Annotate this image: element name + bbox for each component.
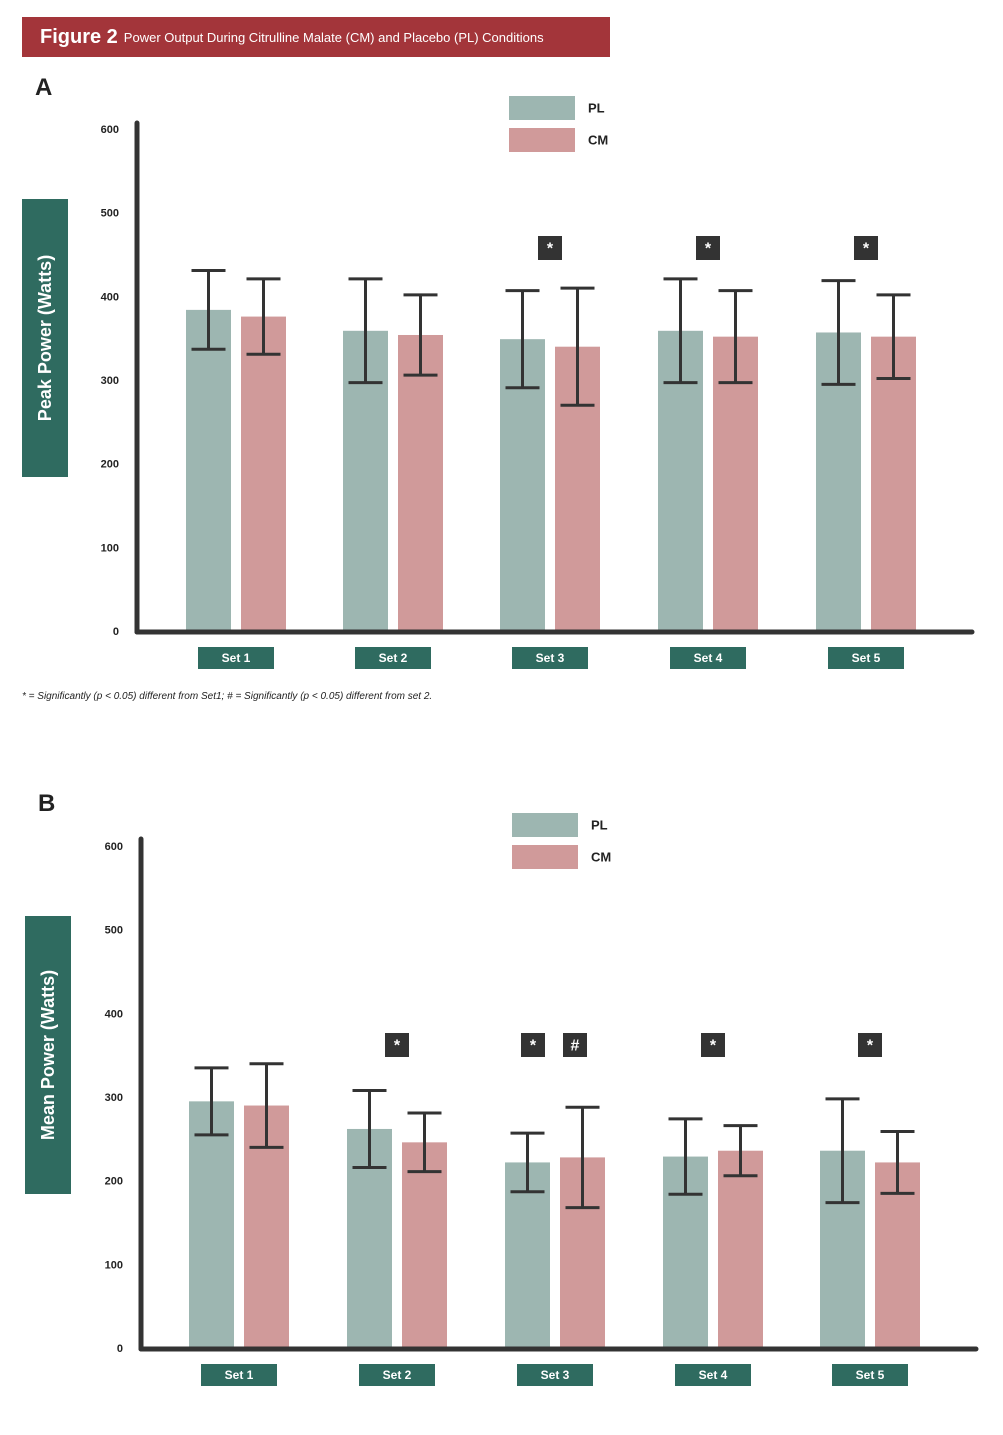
panel-letter: A [35,74,52,101]
x-tick-label: Set 5 [856,1368,885,1382]
y-tick-label: 300 [105,1092,123,1104]
x-tick-label: Set 5 [852,651,881,665]
significance-box [854,236,878,260]
figure-caption: Power Output During Citrulline Malate (C… [123,29,544,45]
x-tick-label: Set 1 [225,1368,254,1382]
x-tick-label: Set 4 [699,1368,728,1382]
figure-header: Figure 2 Power Output During Citrulline … [22,17,610,57]
bar-cm [241,316,286,632]
y-tick-label: 200 [101,459,119,471]
y-axis-label-box [22,199,68,477]
chart-panel-a: A Peak Power (Watts) 0 100 200 300 400 500 600 PL… [22,74,975,669]
bar-pl [189,1101,234,1349]
category-label-box [517,1364,593,1386]
bar-pl [186,309,231,632]
category-label-box [201,1364,277,1386]
y-tick-label: 600 [105,841,123,853]
panel-letter: B [38,790,55,817]
significance-box [858,1033,882,1057]
bar-cm [713,336,758,632]
significance-mark: * [863,241,870,258]
significance-box [701,1033,725,1057]
category-label-box [670,647,746,669]
bar-pl [505,1162,550,1349]
bar-cm [871,336,916,632]
bar-cm [718,1150,763,1349]
y-tick-label: 400 [105,1008,123,1020]
significance-mark: * [867,1038,874,1055]
y-tick-label: 400 [101,291,119,303]
significance-box [521,1033,545,1057]
y-tick-label: 100 [101,542,119,554]
x-tick-label: Set 3 [541,1368,570,1382]
significance-box [563,1033,587,1057]
significance-mark: * [530,1038,537,1055]
legend-swatch-cm [512,845,578,869]
significance-mark: # [571,1038,580,1055]
x-tick-label: Set 1 [222,651,251,665]
x-tick-label: Set 2 [383,1368,412,1382]
category-label-box [359,1364,435,1386]
legend-swatch-cm [509,128,575,152]
significance-mark: * [710,1038,717,1055]
bar-cm [402,1142,447,1349]
y-axis-label-box [25,916,71,1194]
y-tick-label: 100 [105,1259,123,1271]
y-tick-label: 0 [113,626,119,638]
y-tick-label: 500 [105,925,123,937]
category-label-box [512,647,588,669]
legend-label-cm: CM [591,850,611,865]
footnote: * = Significantly (p < 0.05) different f… [22,691,433,702]
category-label-box [355,647,431,669]
significance-box [538,236,562,260]
legend-swatch-pl [509,96,575,120]
legend-label-pl: PL [588,101,605,116]
figure-label: Figure 2 [40,25,118,48]
x-tick-label: Set 2 [379,651,408,665]
y-tick-label: 200 [105,1176,123,1188]
significance-mark: * [705,241,712,258]
significance-box [385,1033,409,1057]
significance-box [696,236,720,260]
y-axis-title: Mean Power (Watts) [38,970,58,1140]
legend-swatch-pl [512,813,578,837]
category-label-box [675,1364,751,1386]
category-label-box [828,647,904,669]
chart-panel-b: B Mean Power (Watts) 0 100 200 300 400 500 600 PL… [25,790,979,1386]
y-tick-label: 300 [101,375,119,387]
legend-label-cm: CM [588,133,608,148]
bar-cm [398,334,443,632]
y-tick-label: 0 [117,1343,123,1355]
category-label-box [832,1364,908,1386]
y-tick-label: 600 [101,124,119,136]
x-tick-label: Set 3 [536,651,565,665]
x-tick-label: Set 4 [694,651,723,665]
legend-label-pl: PL [591,818,608,833]
y-axis-title: Peak Power (Watts) [35,255,55,421]
significance-mark: * [394,1038,401,1055]
y-tick-label: 500 [101,208,119,220]
significance-mark: * [547,241,554,258]
category-label-box [198,647,274,669]
